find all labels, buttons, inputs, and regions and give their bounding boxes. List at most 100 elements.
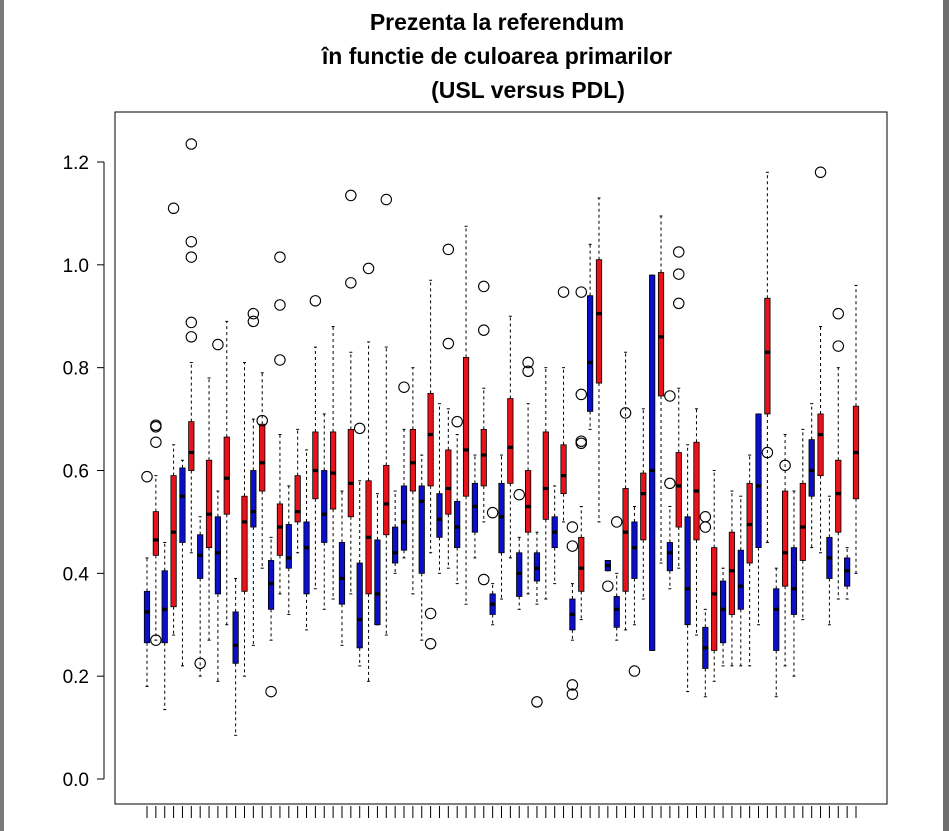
usl-box: [817, 413, 824, 477]
box-20: [309, 295, 322, 590]
outlier-point: [141, 470, 153, 483]
box-11: [232, 577, 239, 736]
box-62: [684, 444, 691, 693]
usl-box: [578, 536, 585, 592]
pdl-box: [392, 526, 399, 564]
outlier-point: [486, 506, 499, 519]
outlier-point: [478, 573, 490, 586]
usl-box: [409, 428, 416, 492]
box-26: [362, 262, 375, 682]
box-15: [265, 536, 277, 698]
outlier-point: [194, 657, 206, 670]
pdl-box: [755, 413, 762, 549]
outlier-point: [380, 193, 393, 206]
outlier-point: [185, 235, 198, 248]
outlier-point: [274, 251, 286, 263]
outlier-point: [832, 307, 845, 320]
pdl-box: [613, 596, 620, 628]
box-55: [619, 351, 632, 631]
usl-box: [711, 547, 718, 651]
outlier-point: [575, 435, 588, 447]
usl-box: [294, 475, 301, 523]
box-17: [285, 485, 292, 615]
outlier-point: [150, 436, 162, 448]
box-41: [498, 454, 505, 600]
box-78: [826, 495, 833, 626]
box-80: [844, 547, 851, 600]
box-27: [374, 493, 381, 626]
box-47: [551, 485, 558, 585]
chart-title-line-3: (USL versus PDL): [431, 77, 625, 103]
y-tick-label: 1.0: [63, 256, 89, 277]
outlier-point: [185, 138, 198, 150]
outlier-point: [761, 446, 774, 459]
plot-area-border: [114, 111, 888, 805]
usl-box: [241, 495, 248, 592]
pdl-box: [321, 470, 328, 543]
box-8: [205, 377, 213, 641]
box-13: [247, 307, 260, 646]
usl-box: [276, 503, 284, 556]
outlier-point: [566, 679, 579, 691]
usl-box: [462, 356, 470, 497]
box-44: [522, 356, 534, 595]
x-axis-ticks: [146, 806, 857, 818]
box-60: [664, 390, 676, 590]
box-71: [761, 171, 774, 543]
usl-box: [427, 392, 434, 487]
pdl-box: [631, 521, 638, 579]
outlier-point: [345, 189, 357, 202]
usl-box: [188, 421, 195, 471]
usl-box: [507, 398, 514, 484]
box-38: [471, 454, 479, 559]
outlier-point: [557, 286, 570, 298]
outlier-point: [602, 580, 614, 592]
pdl-box: [374, 539, 381, 626]
box-31: [409, 367, 416, 595]
pdl-box: [338, 542, 346, 605]
pdl-box: [250, 470, 257, 528]
usl-box: [799, 482, 806, 561]
box-4: [167, 202, 180, 636]
outlier-point: [664, 477, 676, 490]
outlier-point: [362, 262, 375, 275]
box-77: [814, 166, 827, 554]
box-48: [557, 286, 570, 523]
box-53: [602, 559, 614, 592]
box-37: [462, 225, 470, 605]
outlier-point: [513, 488, 525, 501]
outlier-point: [424, 638, 437, 650]
outlier-point: [150, 419, 162, 432]
y-tick-label: 0.4: [63, 564, 90, 585]
box-81: [852, 284, 860, 574]
pdl-box: [418, 485, 425, 574]
box-56: [628, 505, 641, 677]
outlier-point: [398, 381, 410, 393]
box-34: [436, 403, 443, 574]
outlier-point: [247, 307, 260, 320]
pdl-box: [285, 524, 292, 569]
box-40: [486, 506, 499, 626]
box-79: [832, 307, 845, 600]
outlier-point: [274, 299, 286, 311]
usl-box: [640, 472, 647, 541]
chart-title-line-1: Prezenta la referendum: [369, 9, 625, 35]
pdl-box: [737, 549, 744, 610]
pdl-box: [666, 542, 673, 572]
window-frame-left: [0, 0, 4, 831]
usl-box: [675, 452, 682, 528]
box-16: [274, 251, 286, 595]
box-14: [256, 372, 268, 569]
box-19: [303, 449, 310, 631]
usl-box: [152, 511, 159, 556]
pdl-box: [356, 562, 363, 649]
outlier-point: [353, 422, 366, 435]
box-69: [746, 454, 753, 667]
outlier-point: [478, 324, 490, 336]
box-10: [223, 320, 230, 626]
pdl-box: [143, 590, 151, 644]
pdl-box: [808, 439, 815, 497]
y-axis: 0.0 0.2 0.4 0.6 0.8 1.0 1.2: [63, 153, 105, 791]
pdl-box: [773, 588, 780, 651]
pdl-box: [649, 274, 656, 651]
